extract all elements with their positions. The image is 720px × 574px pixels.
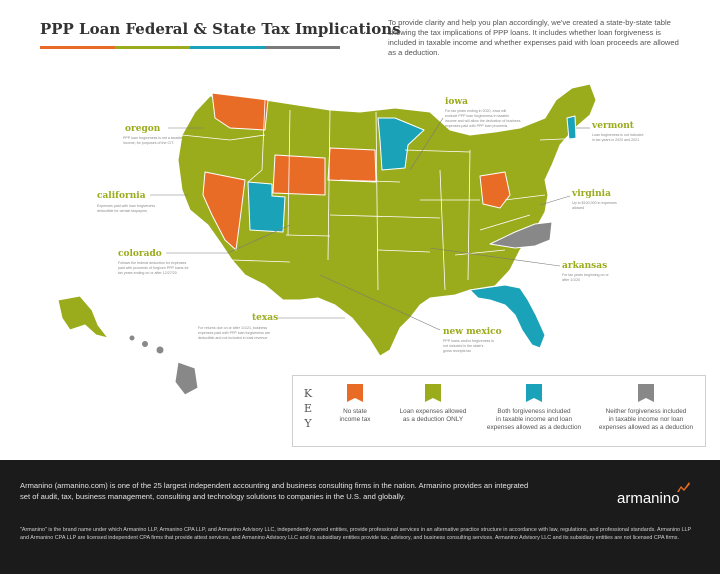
svg-text:gross receipts tax: gross receipts tax xyxy=(443,349,471,353)
svg-text:Up to $100,000 in expenses: Up to $100,000 in expenses xyxy=(572,201,617,205)
key-letter-e: E xyxy=(303,402,313,415)
page-title: PPP Loan Federal & State Tax Implication… xyxy=(40,20,401,38)
key-swatch-teal xyxy=(526,384,542,402)
footer-legal: "Armanino" is the brand name under which… xyxy=(20,527,692,541)
key-letter-y: Y xyxy=(304,417,312,430)
svg-text:income; for purposes of the CI: income; for purposes of the CIT. xyxy=(123,141,174,145)
svg-text:paid with proceeds of forgiven: paid with proceeds of forgiven PPP loans… xyxy=(118,266,189,270)
state-minnesota xyxy=(377,117,425,171)
map-key: K E Y No state income tax Loan expenses … xyxy=(292,375,706,447)
callout-iowa: iowa For tax years ending in 2020, Iowa … xyxy=(409,97,521,171)
callout-texas: texas For returns due on or after 1/1/21… xyxy=(198,313,345,340)
svg-text:Follows the federal deduction: Follows the federal deduction for expens… xyxy=(118,261,187,265)
svg-text:not included in the state's: not included in the state's xyxy=(443,344,484,348)
svg-text:Expenses paid with loan forgiv: Expenses paid with loan forgiveness xyxy=(97,204,155,208)
state-south-dakota xyxy=(327,147,377,183)
svg-text:in tax years in 2020 and 2021: in tax years in 2020 and 2021 xyxy=(592,138,639,142)
svg-text:deductible for certain taxpaye: deductible for certain taxpayers xyxy=(97,209,147,213)
title-color-bar xyxy=(40,46,340,49)
callout-colorado: colorado Follows the federal deduction f… xyxy=(118,224,291,275)
bar-gray xyxy=(265,46,340,49)
callout-arkansas: arkansas For tax years beginning on or a… xyxy=(429,247,610,282)
svg-text:arkansas: arkansas xyxy=(562,261,607,271)
state-hawaii xyxy=(128,334,199,396)
state-ohio xyxy=(479,171,511,209)
state-utah xyxy=(247,181,286,233)
key-item-neither: Neither forgiveness included in taxable … xyxy=(591,384,701,432)
key-letters: K E Y xyxy=(301,386,315,431)
key-swatch-green xyxy=(425,384,441,402)
svg-text:deductible and not included in: deductible and not included in total rev… xyxy=(198,336,267,340)
brand-logo[interactable]: armanino xyxy=(617,490,680,507)
key-swatch-orange xyxy=(347,384,363,402)
svg-text:iowa: iowa xyxy=(445,97,468,107)
footer: Armanino (armanino.com) is one of the 25… xyxy=(0,460,720,574)
svg-text:For tax years ending in 2020,: For tax years ending in 2020, Iowa will xyxy=(445,109,506,113)
callout-new-mexico: new mexico PPP loans and/or forgiveness … xyxy=(319,274,502,353)
callout-oregon: oregon PPP loan forgiveness is not a tax… xyxy=(123,124,203,145)
svg-text:vermont: vermont xyxy=(591,121,635,131)
footer-about: Armanino (armanino.com) is one of the 25… xyxy=(20,481,529,501)
state-alaska xyxy=(57,295,109,339)
callout-vermont: vermont Loan forgiveness is not included… xyxy=(576,121,643,142)
svg-text:texas: texas xyxy=(252,313,278,323)
svg-text:income and will allow the dedu: income and will allow the deduction of b… xyxy=(445,119,521,123)
state-nevada xyxy=(202,171,246,251)
bar-orange xyxy=(40,46,115,49)
svg-text:Loan forgiveness is not includ: Loan forgiveness is not included xyxy=(592,133,643,137)
bar-teal xyxy=(190,46,265,49)
bar-green xyxy=(115,46,190,49)
key-swatch-gray xyxy=(638,384,654,402)
callout-virginia: virginia Up to $100,000 in expenses allo… xyxy=(539,189,617,210)
state-florida xyxy=(469,284,546,349)
svg-text:expenses paid with PPP loan pr: expenses paid with PPP loan proceeds xyxy=(445,124,507,128)
intro-text: To provide clarity and help you plan acc… xyxy=(388,18,679,57)
key-item-deduction-only: Loan expenses allowed as a deduction ONL… xyxy=(388,384,478,424)
svg-text:oregon: oregon xyxy=(125,124,161,134)
svg-text:california: california xyxy=(97,191,146,201)
svg-text:PPP loan forgiveness is not a: PPP loan forgiveness is not a taxable xyxy=(123,136,182,140)
svg-text:after 1/1/20: after 1/1/20 xyxy=(562,278,580,282)
state-wyoming xyxy=(272,154,326,196)
state-north-carolina xyxy=(489,221,553,249)
callout-california: california Expenses paid with loan forgi… xyxy=(97,191,188,213)
us-map: oregon PPP loan forgiveness is not a tax… xyxy=(57,83,643,396)
state-washington xyxy=(211,92,269,131)
brand-chevron-icon xyxy=(677,482,690,492)
svg-text:For returns due on or after 1/: For returns due on or after 1/1/21, busi… xyxy=(198,326,267,330)
svg-text:colorado: colorado xyxy=(118,249,162,259)
key-item-no-state-tax: No state income tax xyxy=(325,384,385,424)
svg-text:For tax years beginning on or: For tax years beginning on or xyxy=(562,273,610,277)
svg-text:virginia: virginia xyxy=(571,189,611,199)
svg-text:exclude PPP loan forgiveness i: exclude PPP loan forgiveness in taxable xyxy=(445,114,509,118)
svg-text:PPP loans and/or forgiveness i: PPP loans and/or forgiveness is xyxy=(443,339,494,343)
key-item-both: Both forgiveness included in taxable inc… xyxy=(480,384,588,432)
svg-text:new mexico: new mexico xyxy=(443,327,502,337)
svg-text:allowed: allowed xyxy=(572,206,584,210)
svg-text:tax years ending on or after 1: tax years ending on or after 12/27/20 xyxy=(118,271,177,275)
state-vermont xyxy=(566,115,577,141)
key-letter-k: K xyxy=(303,387,313,400)
svg-text:expenses paid with PPP loan fo: expenses paid with PPP loan forgiveness … xyxy=(198,331,270,335)
